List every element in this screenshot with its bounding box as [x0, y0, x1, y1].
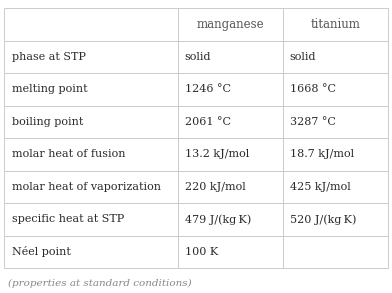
- Bar: [178, 105, 283, 138]
- Bar: [178, 138, 283, 171]
- Bar: [178, 73, 283, 105]
- Text: boiling point: boiling point: [12, 117, 83, 127]
- Text: 425 kJ/mol: 425 kJ/mol: [290, 182, 350, 192]
- Text: solid: solid: [185, 52, 211, 62]
- Bar: [4, 203, 178, 236]
- Text: 1668 °C: 1668 °C: [290, 84, 336, 94]
- Text: molar heat of fusion: molar heat of fusion: [12, 149, 125, 159]
- Bar: [178, 8, 283, 40]
- Text: phase at STP: phase at STP: [12, 52, 86, 62]
- Bar: [4, 138, 178, 171]
- Text: melting point: melting point: [12, 84, 88, 94]
- Text: 2061 °C: 2061 °C: [185, 117, 230, 127]
- Bar: [4, 171, 178, 203]
- Text: 13.2 kJ/mol: 13.2 kJ/mol: [185, 149, 249, 159]
- Bar: [178, 203, 283, 236]
- Text: 3287 °C: 3287 °C: [290, 117, 336, 127]
- Text: molar heat of vaporization: molar heat of vaporization: [12, 182, 161, 192]
- Text: titanium: titanium: [310, 18, 360, 31]
- Text: 520 J/(kg K): 520 J/(kg K): [290, 214, 356, 224]
- Text: solid: solid: [290, 52, 316, 62]
- Text: 220 kJ/mol: 220 kJ/mol: [185, 182, 245, 192]
- Bar: [178, 236, 283, 268]
- Text: specific heat at STP: specific heat at STP: [12, 214, 124, 224]
- Text: Néel point: Néel point: [12, 246, 71, 257]
- Text: 100 K: 100 K: [185, 247, 218, 257]
- Bar: [4, 236, 178, 268]
- Text: 479 J/(kg K): 479 J/(kg K): [185, 214, 251, 224]
- Bar: [178, 171, 283, 203]
- Bar: [4, 105, 178, 138]
- Text: manganese: manganese: [196, 18, 264, 31]
- Bar: [283, 171, 388, 203]
- Bar: [283, 236, 388, 268]
- Bar: [283, 138, 388, 171]
- Bar: [4, 73, 178, 105]
- Bar: [283, 105, 388, 138]
- Bar: [283, 40, 388, 73]
- Bar: [283, 203, 388, 236]
- Text: 1246 °C: 1246 °C: [185, 84, 230, 94]
- Bar: [4, 40, 178, 73]
- Text: (properties at standard conditions): (properties at standard conditions): [8, 279, 192, 288]
- Bar: [283, 73, 388, 105]
- Text: 18.7 kJ/mol: 18.7 kJ/mol: [290, 149, 354, 159]
- Bar: [283, 8, 388, 40]
- Bar: [178, 40, 283, 73]
- Bar: [4, 8, 178, 40]
